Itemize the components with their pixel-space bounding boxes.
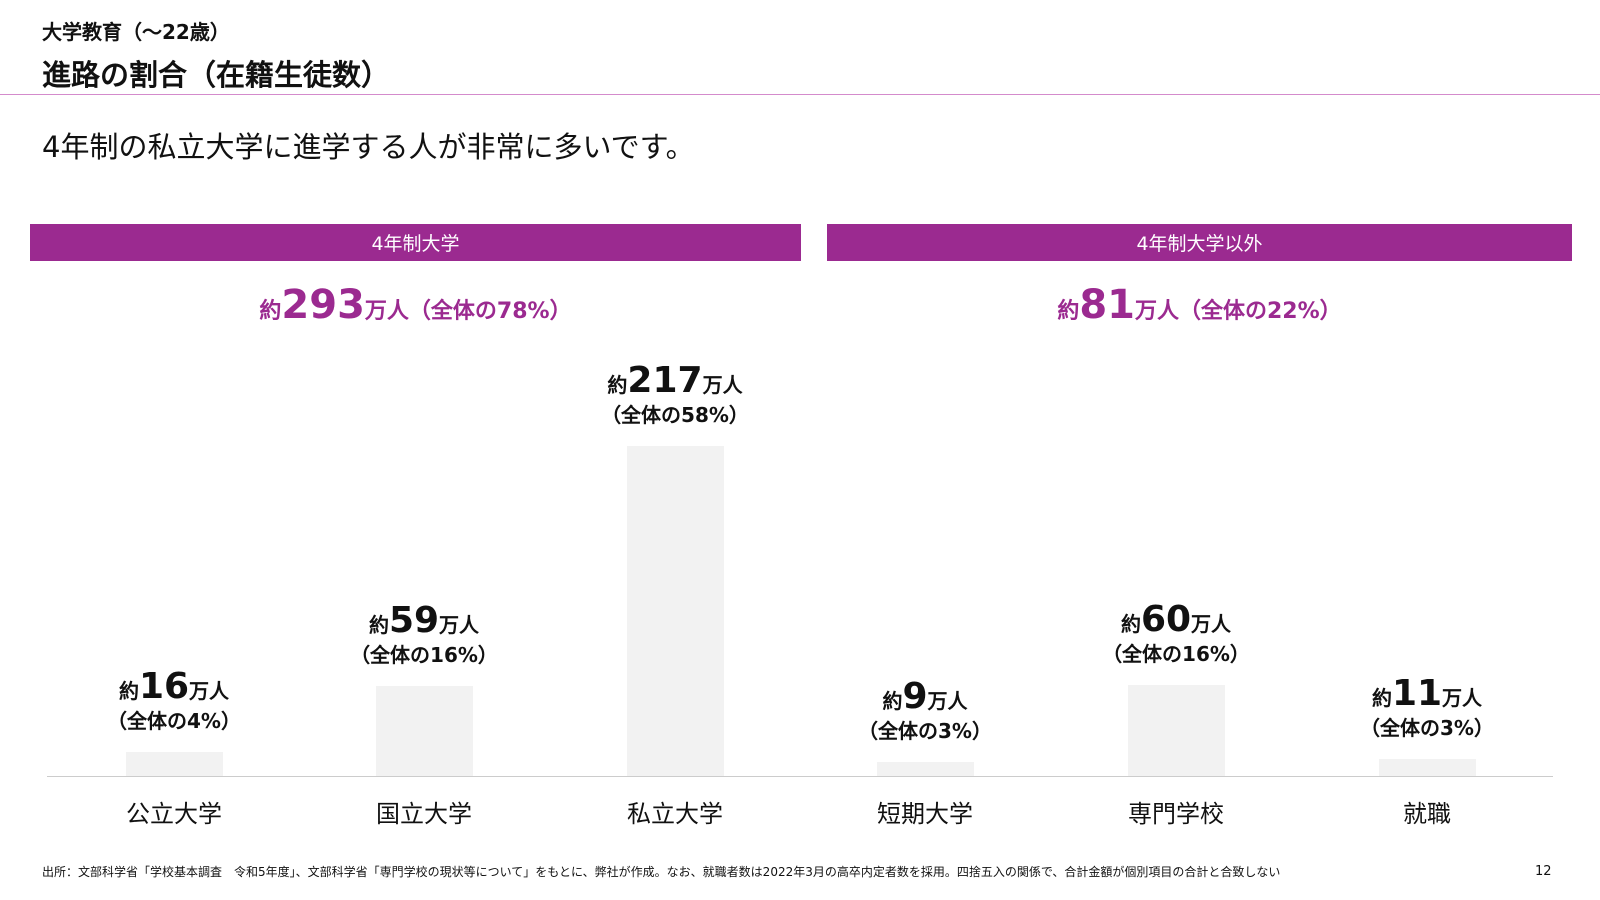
- value-prefix: 約: [607, 373, 628, 398]
- value-number: 9: [902, 676, 928, 718]
- value-label: 約9万人 （全体の3%）: [815, 674, 1035, 744]
- value-prefix: 約: [1120, 611, 1141, 636]
- value-label: 約59万人 （全体の16%）: [314, 598, 534, 668]
- total-prefix: 約: [1057, 299, 1080, 324]
- value-number: 60: [1140, 598, 1192, 640]
- value-number: 11: [1391, 673, 1443, 715]
- category-label: 就職: [1403, 800, 1451, 828]
- page-number: 12: [1535, 864, 1552, 879]
- total-value: 293: [281, 282, 365, 328]
- value-number: 217: [627, 360, 703, 402]
- group-label: 4年制大学: [371, 233, 460, 255]
- value-prefix: 約: [1371, 686, 1392, 711]
- slide-title: 進路の割合（在籍生徒数）: [42, 58, 391, 92]
- group-band-4year: 4年制大学: [30, 224, 801, 261]
- total-suffix: 万人（全体の78%）: [364, 299, 572, 324]
- category-label: 私立大学: [627, 800, 723, 828]
- footnote: 出所：文部科学省「学校基本調査 令和5年度」、文部科学省「専門学校の現状等につい…: [42, 865, 1281, 879]
- value-unit: 万人: [927, 689, 968, 714]
- category-label: 短期大学: [877, 800, 973, 828]
- group-band-other: 4年制大学以外: [827, 224, 1572, 261]
- bar-5: [1379, 759, 1476, 776]
- total-value: 81: [1079, 282, 1135, 328]
- share-label: （全体の58%）: [601, 403, 749, 428]
- value-unit: 万人: [439, 613, 480, 638]
- value-prefix: 約: [882, 689, 903, 714]
- value-label: 約16万人 （全体の4%）: [64, 664, 284, 734]
- share-label: （全体の3%）: [858, 719, 992, 744]
- group-total-4year: 約293万人（全体の78%）: [30, 282, 801, 328]
- value-number: 16: [138, 665, 190, 707]
- value-label: 約60万人 （全体の16%）: [1066, 597, 1286, 667]
- share-label: （全体の4%）: [107, 708, 241, 733]
- value-prefix: 約: [118, 678, 139, 703]
- bar-3: [877, 762, 974, 776]
- slide-subtitle: 大学教育（〜22歳）: [42, 20, 230, 44]
- share-label: （全体の16%）: [350, 643, 498, 668]
- bar-0: [126, 751, 223, 776]
- lead-text: 4年制の私立大学に進学する人が非常に多いです。: [42, 130, 695, 164]
- value-label: 約217万人 （全体の58%）: [565, 358, 785, 428]
- bar-2: [627, 446, 724, 776]
- header-divider: [0, 94, 1600, 95]
- category-label: 国立大学: [376, 800, 472, 828]
- bar-4: [1128, 684, 1225, 776]
- group-label: 4年制大学以外: [1136, 233, 1263, 255]
- value-prefix: 約: [368, 613, 389, 638]
- value-unit: 万人: [1442, 686, 1483, 711]
- value-label: 約11万人 （全体の3%）: [1317, 671, 1537, 741]
- share-label: （全体の3%）: [1360, 716, 1494, 741]
- total-suffix: 万人（全体の22%）: [1135, 299, 1342, 324]
- value-unit: 万人: [702, 373, 743, 398]
- x-axis-line: [47, 776, 1553, 777]
- total-prefix: 約: [259, 299, 282, 324]
- value-unit: 万人: [189, 678, 230, 703]
- value-number: 59: [388, 600, 440, 642]
- value-unit: 万人: [1191, 611, 1232, 636]
- category-label: 公立大学: [126, 800, 222, 828]
- group-total-other: 約81万人（全体の22%）: [827, 282, 1572, 328]
- category-label: 専門学校: [1128, 800, 1224, 828]
- bar-1: [376, 686, 473, 776]
- share-label: （全体の16%）: [1102, 641, 1250, 666]
